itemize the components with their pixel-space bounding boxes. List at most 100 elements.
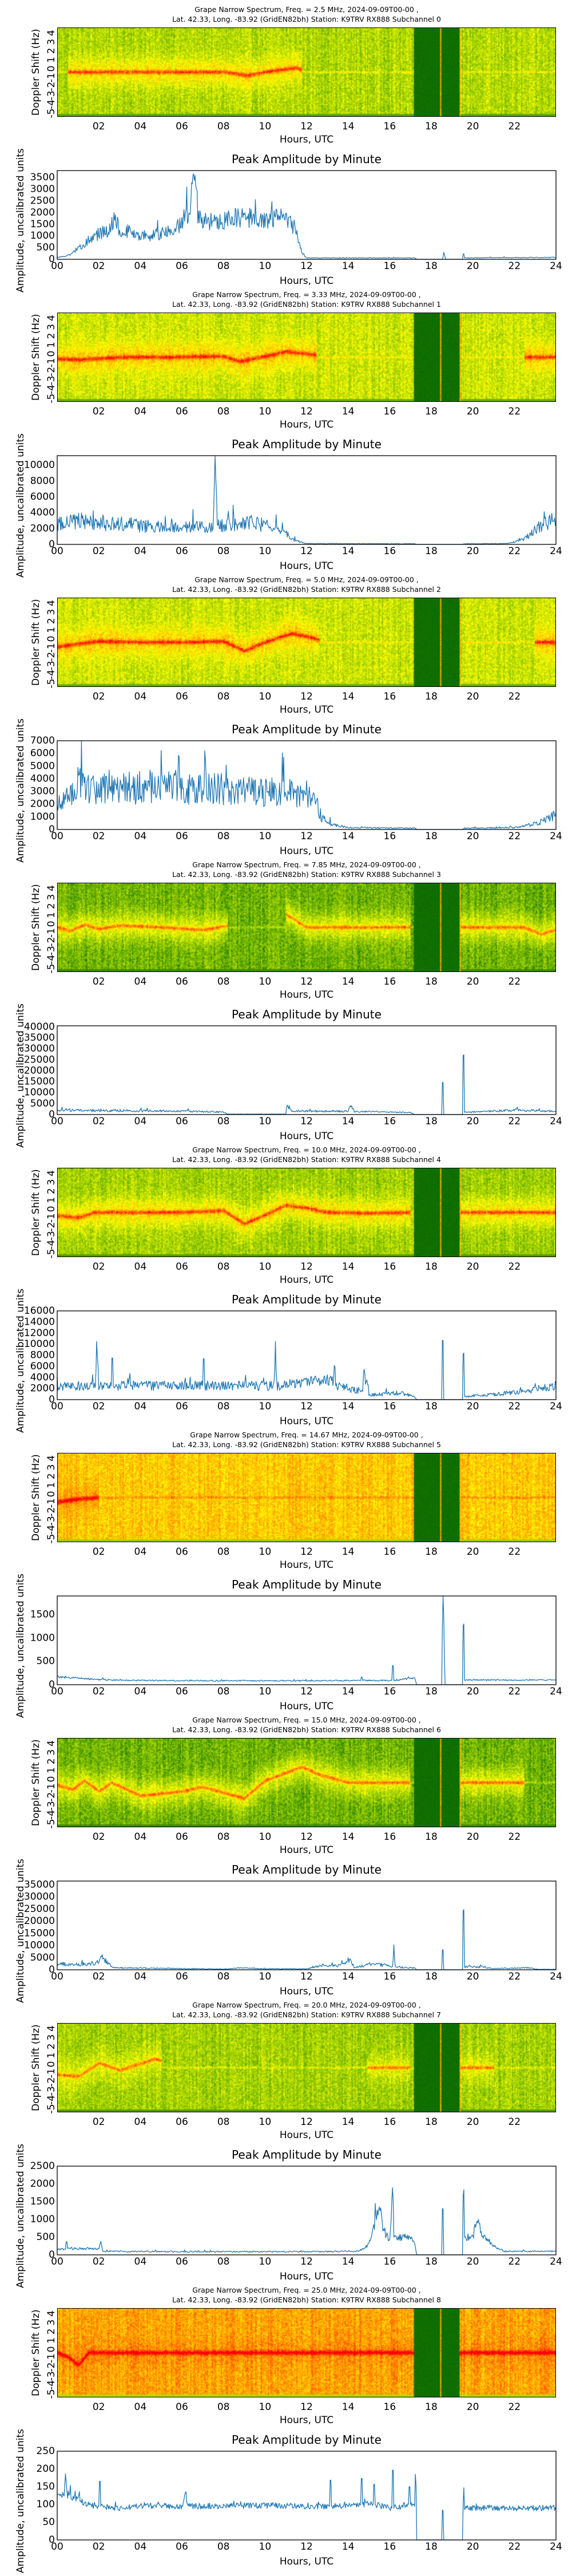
spectrogram-x-tick-label: 06 (176, 2401, 188, 2413)
spectrogram-y-tick-label: -3 (46, 1801, 57, 1811)
spectrogram-x-tick-label: 06 (176, 1546, 188, 1558)
spectrogram-x-tick-label: 12 (300, 121, 313, 132)
line-chart-x-tick-label: 20 (467, 831, 479, 842)
spectrogram-x-tick-label: 14 (342, 1261, 355, 1273)
spectrogram-x-tick-label: 14 (342, 406, 355, 417)
spectrogram-x-tick-label: 02 (93, 406, 105, 417)
spectrogram-y-tick-label: -2 (46, 367, 57, 377)
line-chart-y-tick-label: 6000 (30, 748, 55, 759)
spectrogram-x-tick-label: 12 (300, 976, 313, 987)
line-chart-x-tick-label: 04 (134, 831, 147, 842)
line-chart-x-tick-label: 08 (217, 1686, 230, 1697)
spectrogram-y-tick-label: -4 (46, 385, 57, 394)
line-chart-frame (57, 2451, 557, 2541)
line-chart-y-tick-label: 15000 (24, 1076, 55, 1088)
line-chart-x-tick-label: 04 (134, 2541, 147, 2553)
spectrogram-x-tick-label: 04 (134, 1546, 147, 1558)
line-chart-x-tick-label: 18 (425, 546, 438, 557)
spectrogram-x-tick-label: 12 (300, 2401, 313, 2413)
spectrogram-x-tick-label: 20 (467, 1831, 479, 1843)
line-chart-y-tick-label: 6000 (30, 491, 55, 503)
line-chart-y-tick-label: 30000 (24, 1043, 55, 1054)
spectrogram-heatmap (58, 28, 555, 116)
line-chart-x-axis-label: Hours, UTC (279, 1131, 334, 1142)
amplitude-series-line (57, 2187, 557, 2255)
line-chart-x-tick-label: 12 (300, 1971, 313, 1982)
spectrogram-y-tick-label: 2 (46, 1188, 57, 1194)
spectrogram-plot (57, 883, 556, 972)
amplitude-series-line (57, 1595, 557, 1685)
line-chart-y-tick-label: 1000 (30, 1632, 55, 1643)
spectrogram-heatmap (58, 313, 555, 401)
spectrogram-x-tick-label: 06 (176, 2116, 188, 2128)
line-chart-y-tick-label: 1000 (30, 230, 55, 242)
spectrogram-y-tick-label: -1 (46, 73, 57, 82)
spectrogram-y-tick-label: 2 (46, 903, 57, 909)
line-chart-y-tick-label: 7000 (30, 735, 55, 746)
line-chart-x-tick-label: 24 (550, 2256, 562, 2267)
amplitude-series-line (57, 455, 557, 545)
line-chart-x-tick-label: 02 (93, 1401, 105, 1412)
line-chart-x-tick-label: 16 (384, 546, 396, 557)
panel-block-subchannel-5: Grape Narrow Spectrum, Freq. = 14.67 MHz… (0, 1425, 572, 1718)
spectrogram-y-tick-label: 3 (46, 324, 57, 330)
spectrogram-x-tick-label: 08 (217, 1831, 230, 1843)
spectrogram-y-tick-label: 0 (46, 351, 57, 357)
spectrogram-x-tick-label: 22 (509, 976, 521, 987)
line-chart-y-tick-label: 2500 (30, 2160, 55, 2172)
line-chart-x-tick-label: 10 (259, 2256, 272, 2267)
spectrogram-x-tick-label: 20 (467, 406, 479, 417)
line-chart-x-tick-label: 12 (300, 2541, 313, 2553)
spectrogram-subtitle: Lat. 42.33, Long. -83.92 (GridEN82bh) St… (172, 2010, 441, 2019)
spectrogram-x-tick-label: 14 (342, 691, 355, 702)
spectrogram-y-tick-label: -4 (46, 1240, 57, 1250)
spectrogram-x-tick-label: 16 (384, 406, 396, 417)
spectrogram-plot (57, 1168, 556, 1257)
line-chart-x-tick-label: 08 (217, 831, 230, 842)
spectrogram-x-tick-label: 04 (134, 121, 147, 132)
spectrogram-x-tick-label: 12 (300, 406, 313, 417)
spectrogram-x-axis-label: Hours, UTC (279, 1274, 334, 1286)
spectrogram-x-tick-label: 08 (217, 2116, 230, 2128)
panel-block-subchannel-6: Grape Narrow Spectrum, Freq. = 15.0 MHz,… (0, 1710, 572, 2003)
spectrogram-title: Grape Narrow Spectrum, Freq. = 15.0 MHz,… (192, 1716, 421, 1724)
line-chart-x-tick-label: 14 (342, 546, 355, 557)
spectrogram-x-tick-label: 22 (509, 406, 521, 417)
spectrogram-x-axis-label: Hours, UTC (279, 2415, 334, 2426)
line-chart-x-tick-label: 00 (51, 1401, 63, 1412)
spectrogram-x-tick-label: 10 (259, 2401, 272, 2413)
line-chart-x-tick-label: 06 (176, 1971, 188, 1982)
line-chart-y-tick-label: 100 (37, 2499, 55, 2510)
spectrogram-x-tick-label: 14 (342, 121, 355, 132)
spectrogram-y-tick-label: -3 (46, 661, 57, 670)
spectrogram-y-tick-label: -2 (46, 652, 57, 662)
amplitude-series-line (57, 1054, 557, 1115)
spectrogram-y-tick-label: 4 (46, 600, 57, 606)
line-chart-title: Peak Amplitude by Minute (232, 152, 382, 166)
line-chart-x-tick-label: 22 (509, 1401, 521, 1412)
line-chart-y-tick-label: 500 (37, 242, 55, 254)
line-chart-axes: 0500010000150002000025000300003500040000… (24, 1021, 562, 1127)
line-chart-x-tick-label: 24 (550, 1971, 562, 1982)
line-chart-y-tick-label: 0 (49, 2534, 55, 2546)
line-chart-x-tick-label: 02 (93, 260, 105, 272)
line-chart-x-tick-label: 02 (93, 831, 105, 842)
line-chart-x-tick-label: 14 (342, 1401, 355, 1412)
spectrogram-y-tick-label: -4 (46, 1525, 57, 1535)
line-chart-y-tick-label: 15000 (24, 1927, 55, 1939)
spectrogram-y-tick-label: -1 (46, 1213, 57, 1223)
spectrogram-x-tick-label: 16 (384, 1831, 396, 1843)
spectrogram-x-tick-label: 02 (93, 1831, 105, 1843)
line-chart-y-tick-label: 0 (49, 1964, 55, 1976)
spectrogram-x-tick-label: 22 (509, 121, 521, 132)
line-chart-title: Peak Amplitude by Minute (232, 1293, 382, 1306)
line-chart-y-tick-label: 25000 (24, 1903, 55, 1915)
line-chart-x-tick-label: 22 (509, 2256, 521, 2267)
line-chart-frame (57, 1880, 557, 1970)
panel-block-subchannel-7: Grape Narrow Spectrum, Freq. = 20.0 MHz,… (0, 1996, 572, 2288)
spectrogram-plot (57, 1738, 556, 1827)
line-chart-x-axis-label: Hours, UTC (279, 2556, 334, 2567)
